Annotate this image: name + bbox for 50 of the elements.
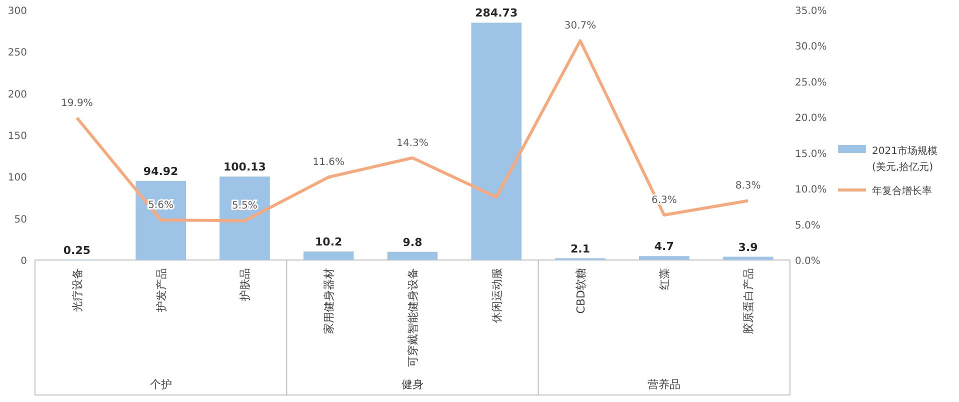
x-tick-label: 红藻 <box>658 268 672 290</box>
bar <box>387 252 438 260</box>
data-label: 3.9 <box>738 240 758 254</box>
data-label: 2.1 <box>570 242 590 256</box>
y2-tick-label: 10.0% <box>795 184 827 196</box>
y-tick-label: 150 <box>8 131 27 142</box>
y-tick-label: 200 <box>8 89 27 100</box>
data-label: 0.25 <box>63 244 91 257</box>
data-label: 10.2 <box>315 236 342 248</box>
y-tick-label: 100 <box>8 172 27 184</box>
y-tick-label: 250 <box>8 48 27 59</box>
y2-tick-label: 30.0% <box>795 42 827 53</box>
x-tick-label: CBD软糖 <box>574 268 588 314</box>
legend-label: 年复合增长率 <box>872 185 932 197</box>
bar <box>220 176 270 260</box>
y2-tick-label: 25.0% <box>795 77 827 88</box>
y2-tick-label: 20.0% <box>795 113 827 124</box>
text: 个护 <box>150 378 172 391</box>
data-label: 100.13 <box>223 160 266 174</box>
y2-tick-label: 5.0% <box>795 220 820 232</box>
y-tick-label: 0 <box>20 256 27 267</box>
data-label: 11.6% <box>312 157 344 168</box>
bar <box>303 252 354 260</box>
data-label: 284.73 <box>475 6 518 20</box>
text: 营养品 <box>648 378 681 391</box>
data-label: 9.8 <box>402 236 422 249</box>
y2-tick-label: 35.0% <box>795 6 827 17</box>
y2-tick-label: 0.0% <box>795 256 820 267</box>
data-label: 30.7% <box>564 20 596 32</box>
legend-label: 2021市场规模(美元,拾亿元) <box>872 145 938 173</box>
x-tick-label: 护肤品 <box>238 268 252 302</box>
bar <box>471 22 522 260</box>
bar <box>639 256 690 260</box>
x-tick-label: 胶原蛋白产品 <box>742 268 756 334</box>
data-label: 19.9% <box>61 98 93 109</box>
y-tick-label: 50 <box>14 214 27 226</box>
bar <box>722 256 774 260</box>
text: 健身 <box>402 378 424 391</box>
x-tick-label: 家用健身器材 <box>322 268 336 334</box>
x-tick-label: 休闲运动服 <box>490 268 504 323</box>
data-label: 4.7 <box>654 240 674 254</box>
data-label: 14.3% <box>396 138 428 149</box>
y-tick-label: 300 <box>8 6 27 17</box>
data-label: 8.3% <box>735 180 761 192</box>
data-label: 94.92 <box>143 164 178 178</box>
x-tick-label: 可穿戴智能健身设备 <box>406 268 420 367</box>
y2-tick-label: 15.0% <box>795 148 827 160</box>
x-tick-label: 护发产品 <box>154 268 168 313</box>
x-tick-label: 光疗设备 <box>70 268 84 312</box>
data-label: 5.5% <box>232 200 258 212</box>
